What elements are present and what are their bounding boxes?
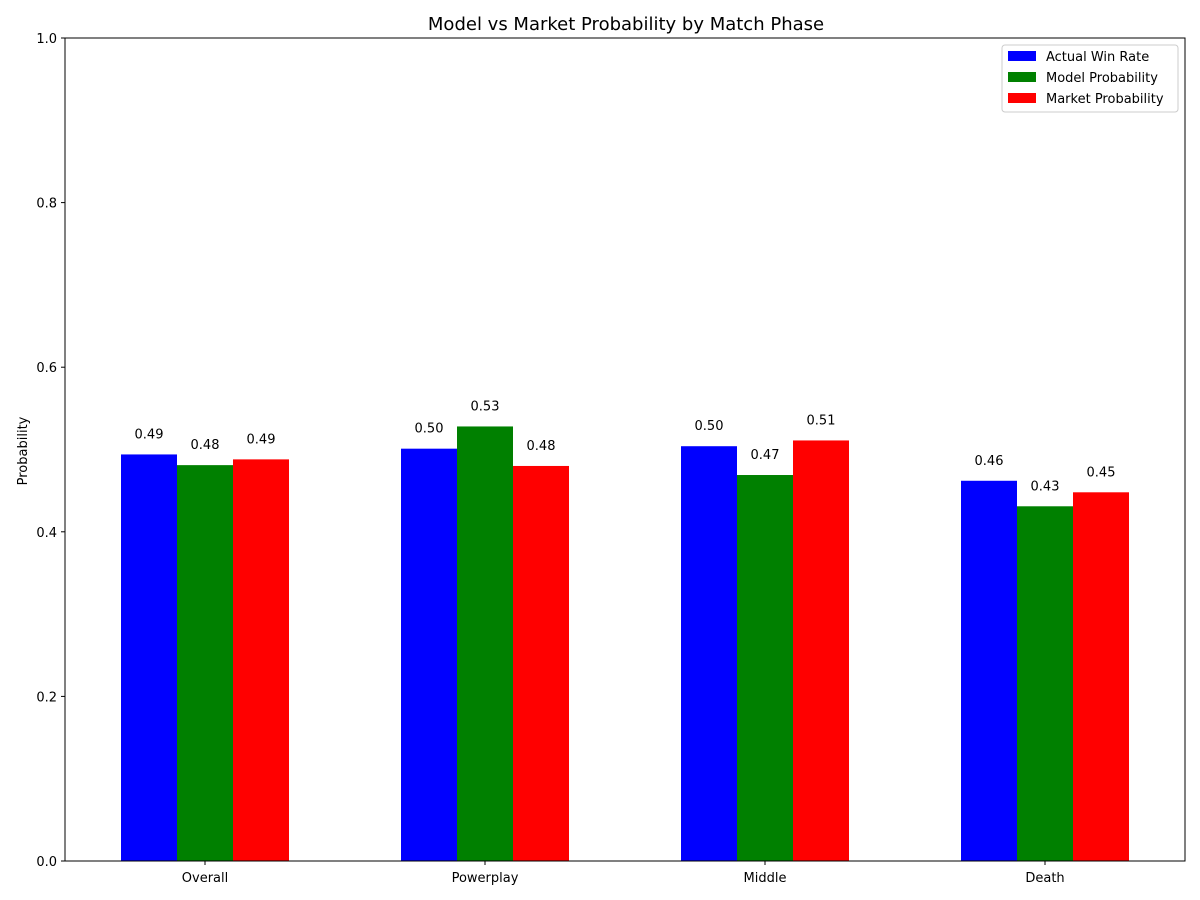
data-label: 0.53 — [471, 399, 500, 414]
data-label: 0.45 — [1087, 465, 1116, 480]
bar — [513, 465, 569, 861]
x-tick-label: Middle — [744, 871, 787, 886]
y-tick-label: 1.0 — [36, 32, 57, 47]
bar — [961, 480, 1017, 861]
data-label: 0.43 — [1031, 479, 1060, 494]
axes-frame — [64, 37, 1186, 862]
x-tick-label: Death — [1025, 871, 1064, 886]
legend-label: Model Probability — [1046, 71, 1158, 86]
legend-swatch — [1008, 72, 1036, 82]
bar — [681, 446, 737, 861]
legend-swatch — [1008, 51, 1036, 61]
legend: Actual Win Rate Model Probability Market P… — [1001, 44, 1179, 113]
bar — [457, 426, 513, 861]
y-tick-label: 0.4 — [36, 526, 57, 541]
data-label: 0.49 — [247, 432, 276, 447]
legend-label: Actual Win Rate — [1046, 50, 1149, 65]
bar — [121, 454, 177, 861]
y-axis-label: Probability — [16, 416, 31, 485]
data-label: 0.46 — [975, 454, 1004, 469]
y-tick-label: 0.0 — [36, 855, 57, 870]
legend-label: Market Probability — [1046, 92, 1164, 107]
bar — [233, 459, 289, 861]
bar — [1017, 506, 1073, 861]
data-label: 0.50 — [695, 419, 724, 434]
legend-frame — [1001, 44, 1179, 113]
y-tick-label: 0.2 — [36, 690, 57, 705]
bar — [737, 475, 793, 861]
legend-swatch — [1008, 93, 1036, 103]
y-tick-label: 0.6 — [36, 361, 57, 376]
data-label: 0.48 — [191, 438, 220, 453]
data-label: 0.50 — [415, 422, 444, 437]
data-label: 0.49 — [135, 427, 164, 442]
data-label: 0.51 — [807, 413, 836, 428]
x-tick-label: Overall — [182, 871, 228, 886]
y-tick-label: 0.8 — [36, 197, 57, 212]
bar — [1073, 492, 1129, 861]
chart-title: Model vs Market Probability by Match Pha… — [428, 14, 824, 35]
data-label: 0.47 — [751, 448, 780, 463]
bar — [793, 440, 849, 861]
bar — [177, 465, 233, 861]
plot-area: 0.49 0.50 0.50 0.46 0.48 0.53 0.47 0.43 0.49 0.48… — [36, 32, 1186, 886]
x-tick-label: Powerplay — [452, 871, 519, 886]
data-label: 0.48 — [527, 439, 556, 454]
bar — [401, 448, 457, 861]
